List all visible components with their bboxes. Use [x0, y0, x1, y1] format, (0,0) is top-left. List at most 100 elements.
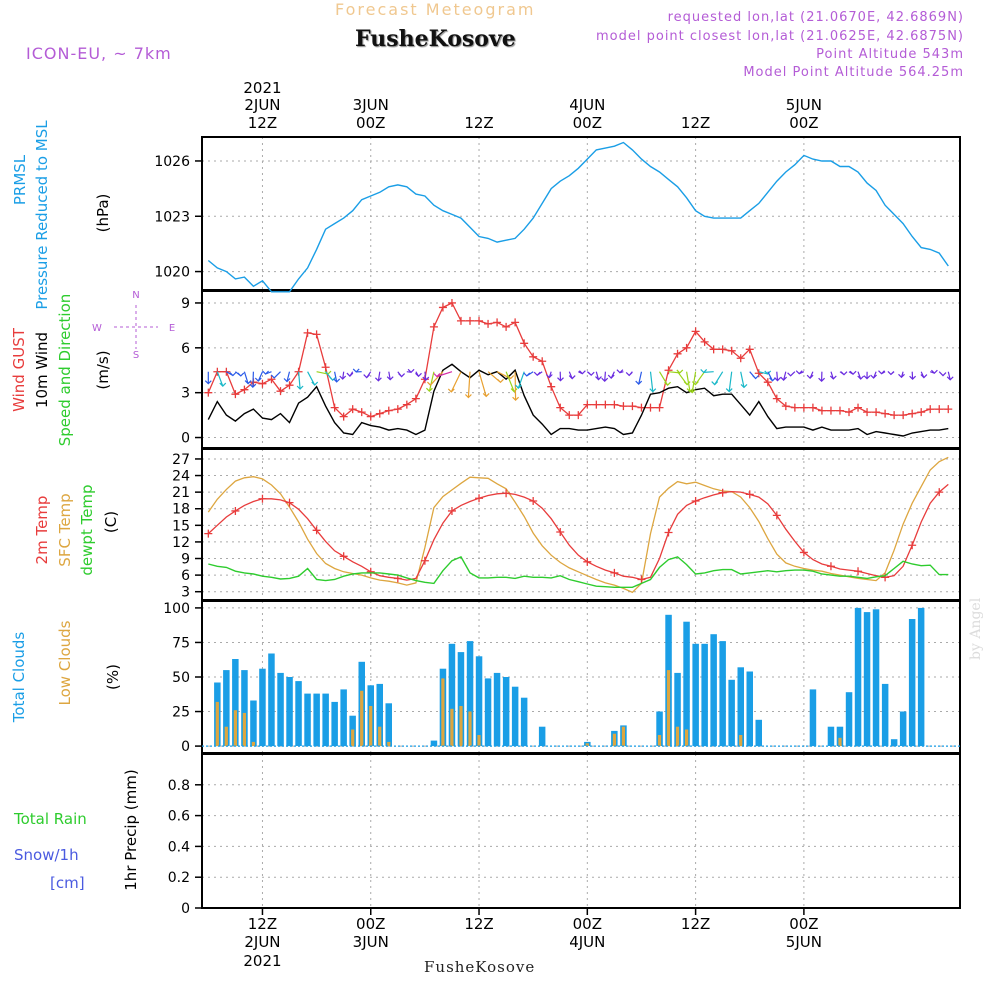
wind-direction-arrow: [749, 371, 760, 380]
precip-unit-label: 1hr Precip (mm): [122, 769, 140, 890]
gust-marker: [700, 337, 709, 346]
pressure-unit: (hPa): [94, 194, 112, 233]
gust-marker: [556, 403, 565, 412]
wind-direction-arrow: [204, 371, 212, 385]
low-cloud-bar: [369, 706, 373, 747]
temp-2m-marker: [745, 490, 754, 499]
temp-2m-marker: [529, 496, 538, 505]
temp-2m-marker: [826, 562, 835, 571]
wind-direction-arrow: [578, 370, 586, 375]
top-date-label: 3JUN: [353, 96, 389, 114]
y-tick-label: 6: [181, 341, 190, 357]
gust-marker: [447, 298, 456, 307]
total-cloud-bar: [385, 703, 392, 747]
y-tick-label: 27: [172, 452, 190, 468]
wind-direction-arrow: [686, 371, 694, 393]
y-tick-label: 0: [181, 901, 190, 917]
wind-direction-arrow: [601, 371, 609, 383]
gust-label: Wind GUST: [10, 327, 28, 412]
total-cloud-bar: [475, 656, 483, 747]
wind-direction-arrow: [649, 371, 657, 393]
y-tick-label: 50: [172, 670, 190, 686]
top-hour-label: 00Z: [573, 114, 602, 132]
bottom-hour-label: 12Z: [464, 915, 493, 933]
gust-marker: [402, 400, 411, 409]
low-cloud-bar: [224, 726, 228, 746]
wind-direction-arrow: [625, 371, 633, 377]
sfc-temp-series-line: [207, 456, 949, 594]
compass-cross: [114, 305, 158, 349]
y-tick-label: 12: [172, 535, 190, 551]
wind-direction-arrow: [795, 370, 805, 375]
total-cloud-bar: [863, 612, 871, 747]
gust-marker: [854, 403, 863, 412]
total-cloud-bar: [241, 670, 248, 747]
wind-direction-arrow: [806, 371, 814, 380]
gust-marker: [583, 400, 592, 409]
wind-direction-arrow: [339, 371, 347, 380]
gust-marker: [258, 379, 267, 388]
wind-direction-arrow: [374, 371, 382, 382]
wind-direction-arrow: [829, 371, 837, 380]
gust-marker: [872, 408, 881, 417]
wind-label: 10m Wind: [33, 332, 51, 408]
low-cloud-bar: [739, 735, 743, 747]
gust-marker: [835, 406, 844, 415]
wind-direction-arrow: [557, 371, 564, 382]
total-cloud-bar: [746, 671, 753, 747]
wind-direction-arrow: [397, 371, 406, 378]
wind-direction-arrow: [946, 371, 954, 381]
gust-marker: [881, 409, 890, 418]
gust-marker: [935, 405, 944, 414]
total-cloud-bar: [259, 668, 266, 747]
top-date-label: 2JUN: [244, 96, 280, 114]
y-tick-label: 15: [172, 518, 190, 534]
wind-direction-arrow: [352, 368, 362, 373]
gust-marker: [366, 412, 375, 421]
temp-2m-marker: [583, 557, 592, 566]
temp-2m-marker: [231, 506, 240, 515]
wind-direction-arrow: [447, 371, 462, 393]
top-hour-label: 00Z: [356, 114, 385, 132]
gust-marker: [908, 409, 917, 418]
low-cloud-bar: [360, 690, 364, 747]
temp-2m-marker: [908, 541, 917, 550]
wind-series-line: [207, 363, 949, 437]
wind-direction-arrow: [333, 371, 341, 383]
top-hour-label: 12Z: [248, 114, 277, 132]
gust-marker: [520, 339, 529, 348]
temp-sfc-label: SFC Temp: [56, 493, 74, 566]
wind-direction-arrow: [818, 371, 826, 383]
wind-direction-label: Speed and Direction: [56, 294, 74, 447]
wind-direction-arrow: [496, 371, 515, 380]
wind-direction-arrow: [780, 371, 788, 381]
wind-direction-arrow: [595, 371, 602, 381]
wind-direction-arrow: [512, 371, 520, 402]
y-tick-label: 24: [172, 469, 190, 485]
temp-2m-marker: [556, 527, 565, 536]
total-cloud-bar: [250, 700, 257, 747]
gust-marker: [312, 330, 321, 339]
y-tick-label: 9: [181, 296, 190, 312]
low-cloud-bar: [657, 735, 662, 747]
gust-marker: [348, 405, 357, 414]
temp-2m-marker: [475, 494, 484, 503]
low-cloud-bar: [621, 726, 625, 746]
y-tick-label: 9: [181, 552, 190, 568]
wind-direction-arrow: [929, 369, 938, 375]
wind-panel-frame: [201, 290, 961, 449]
total-cloud-bar: [890, 739, 898, 747]
gust-marker: [610, 400, 619, 409]
temp-2m-series-line: [207, 483, 949, 581]
gust-marker: [592, 400, 601, 409]
wind-direction-arrow: [406, 368, 415, 374]
total-cloud-bar: [304, 693, 311, 747]
wind-direction-arrow: [616, 369, 624, 374]
total-cloud-bar: [286, 677, 293, 747]
gust-marker: [456, 316, 465, 325]
wind-direction-arrow: [758, 370, 772, 375]
pressure-series-line: [207, 141, 949, 293]
total-cloud-bar: [899, 711, 907, 746]
temp-2m-label: 2m Temp: [33, 496, 51, 565]
wind-direction-arrow: [839, 371, 848, 376]
